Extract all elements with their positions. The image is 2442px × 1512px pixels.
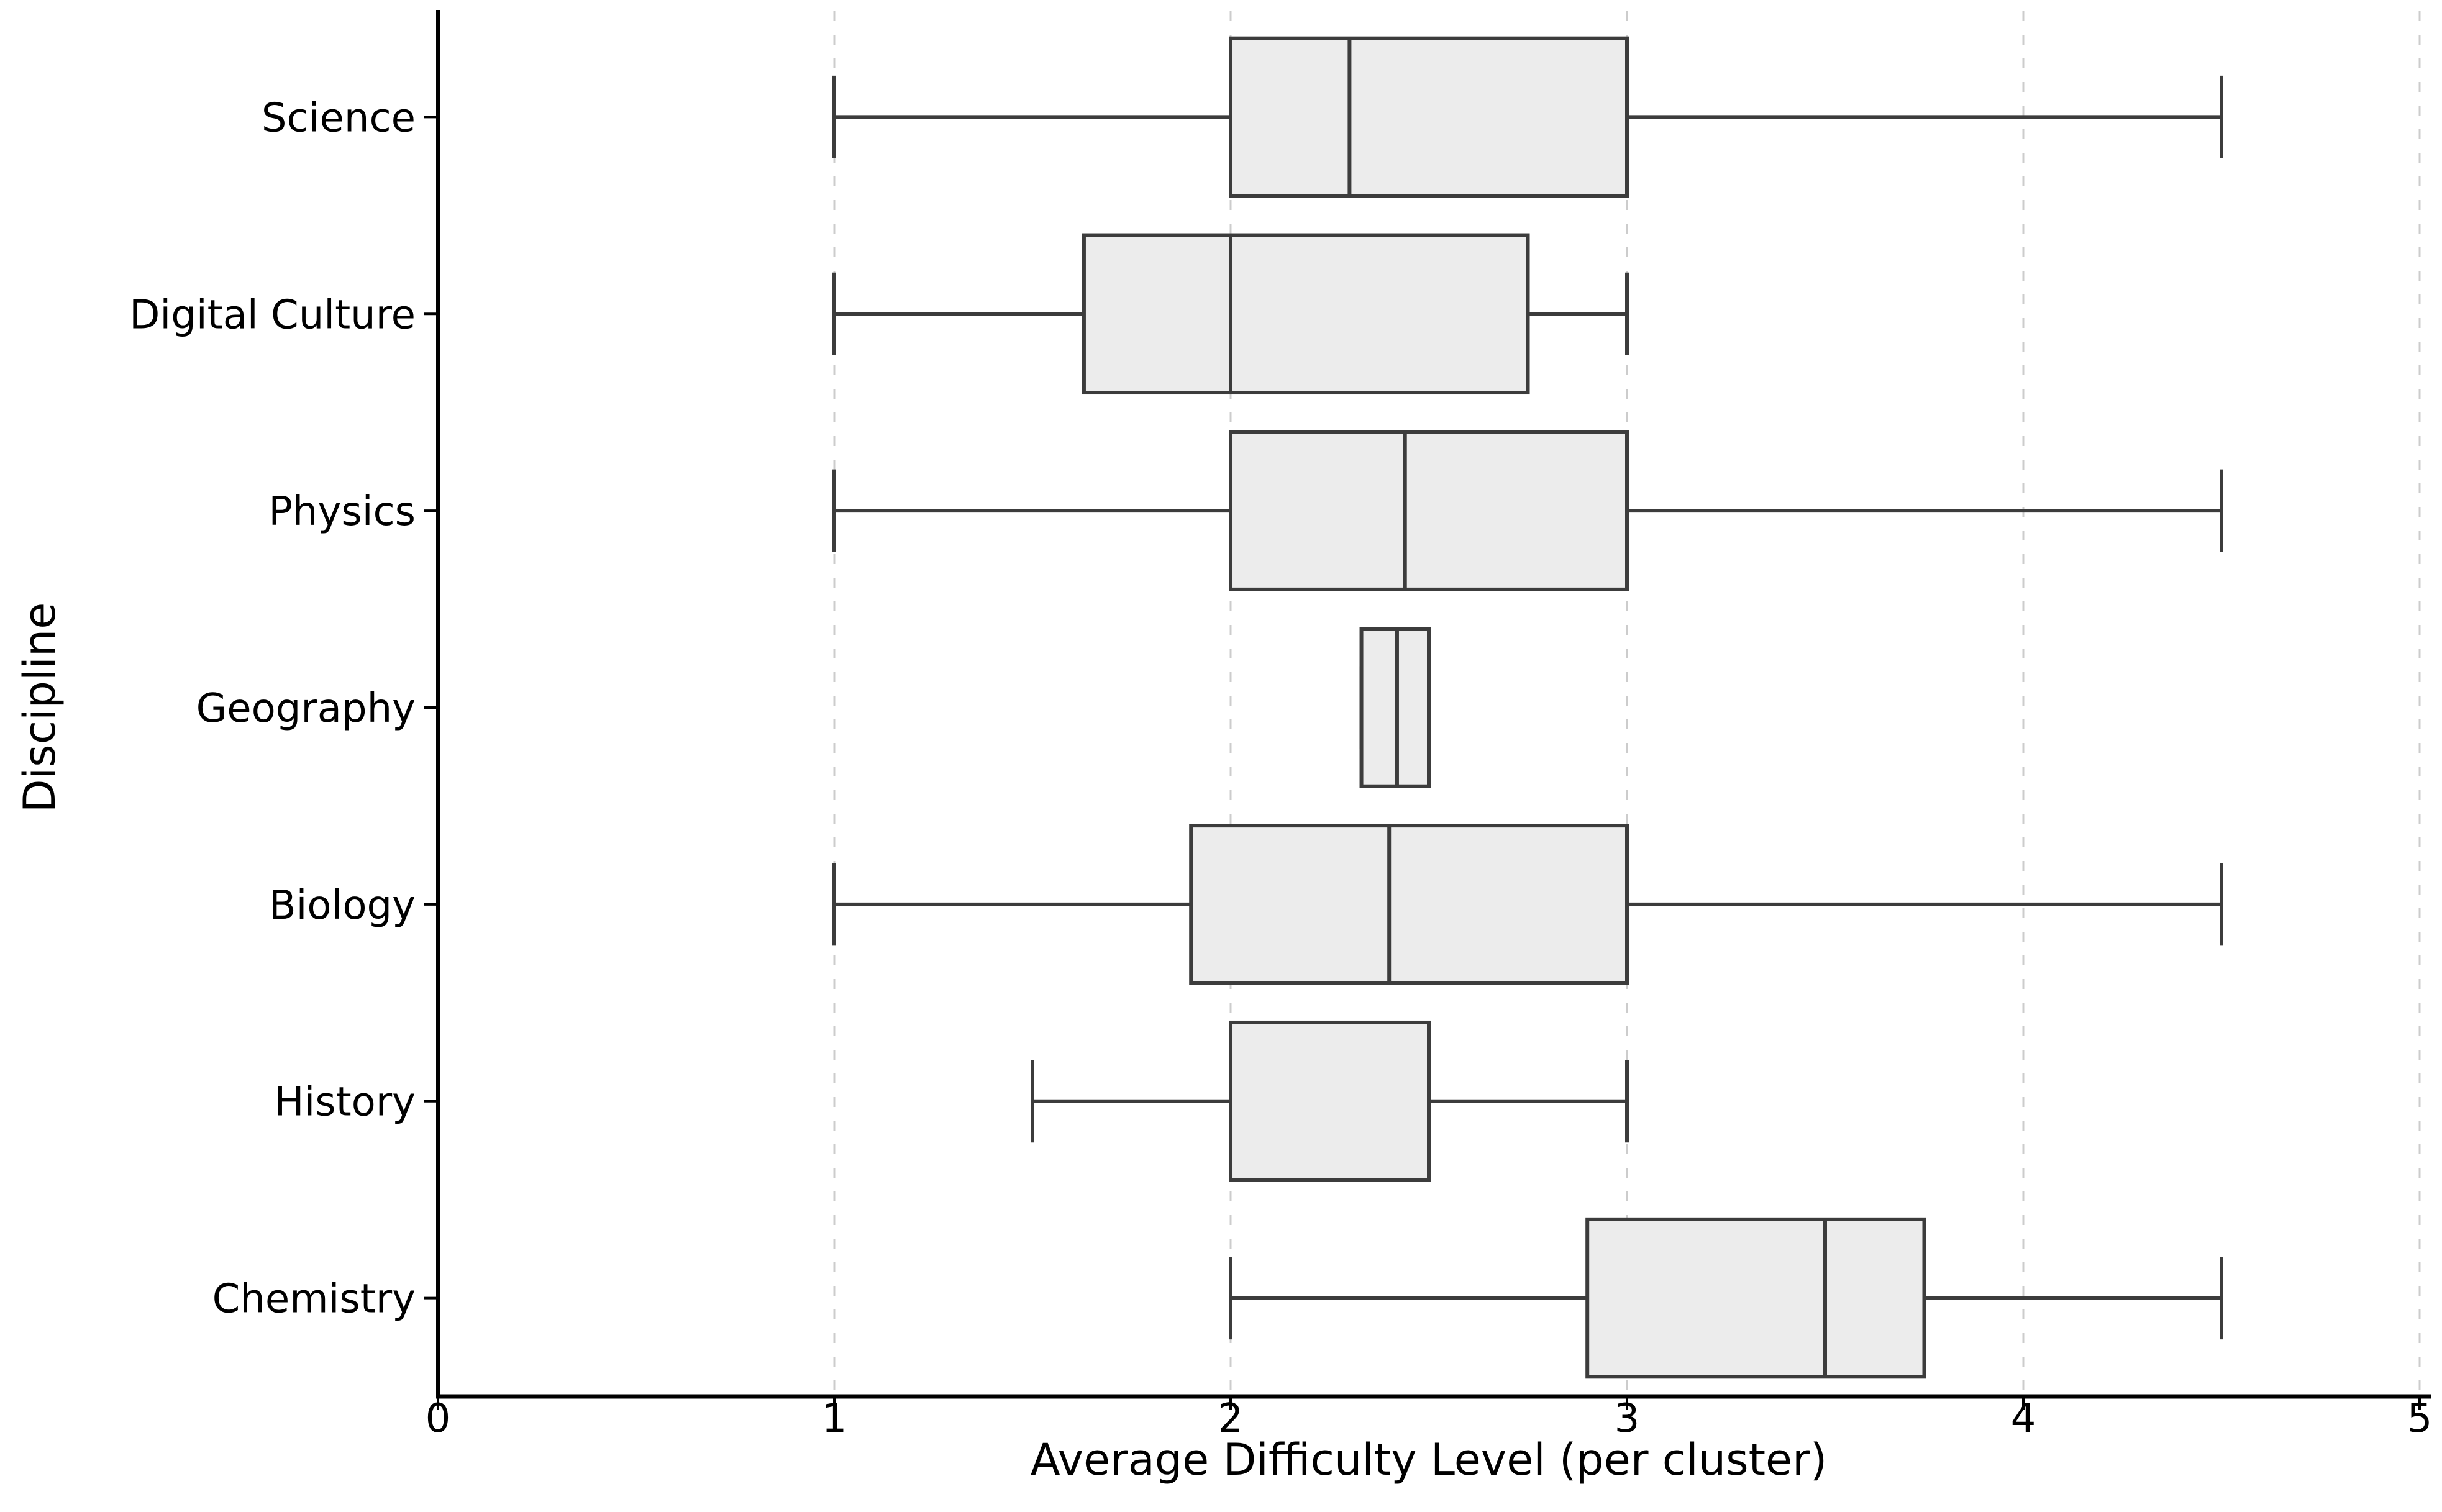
- box-digital-culture: [1082, 233, 1530, 395]
- y-tick-label-physics: Physics: [268, 489, 416, 535]
- y-tick-label-digital-culture: Digital Culture: [129, 292, 416, 338]
- box-history: [1229, 1020, 1431, 1182]
- y-tick-label-chemistry: Chemistry: [212, 1277, 416, 1323]
- x-tick-label: 3: [1615, 1396, 1640, 1442]
- x-axis-title: Average Difficulty Level (per cluster): [1031, 1434, 1827, 1485]
- x-tick-label: 5: [2407, 1396, 2433, 1442]
- x-tick-label: 1: [822, 1396, 847, 1442]
- box-biology: [1189, 824, 1629, 985]
- x-tick-label: 4: [2011, 1396, 2036, 1442]
- y-tick-label-biology: Biology: [269, 883, 416, 929]
- y-tick-label-science: Science: [262, 95, 416, 141]
- box-chemistry: [1585, 1217, 1926, 1379]
- y-axis-title: Discipline: [14, 603, 65, 813]
- y-tick-label-history: History: [274, 1080, 416, 1126]
- x-tick-label: 2: [1218, 1396, 1244, 1442]
- x-tick-label: 0: [426, 1396, 451, 1442]
- box-geography: [1359, 627, 1431, 788]
- y-tick-label-geography: Geography: [196, 686, 416, 732]
- box-physics: [1229, 430, 1629, 591]
- box-science: [1229, 36, 1629, 198]
